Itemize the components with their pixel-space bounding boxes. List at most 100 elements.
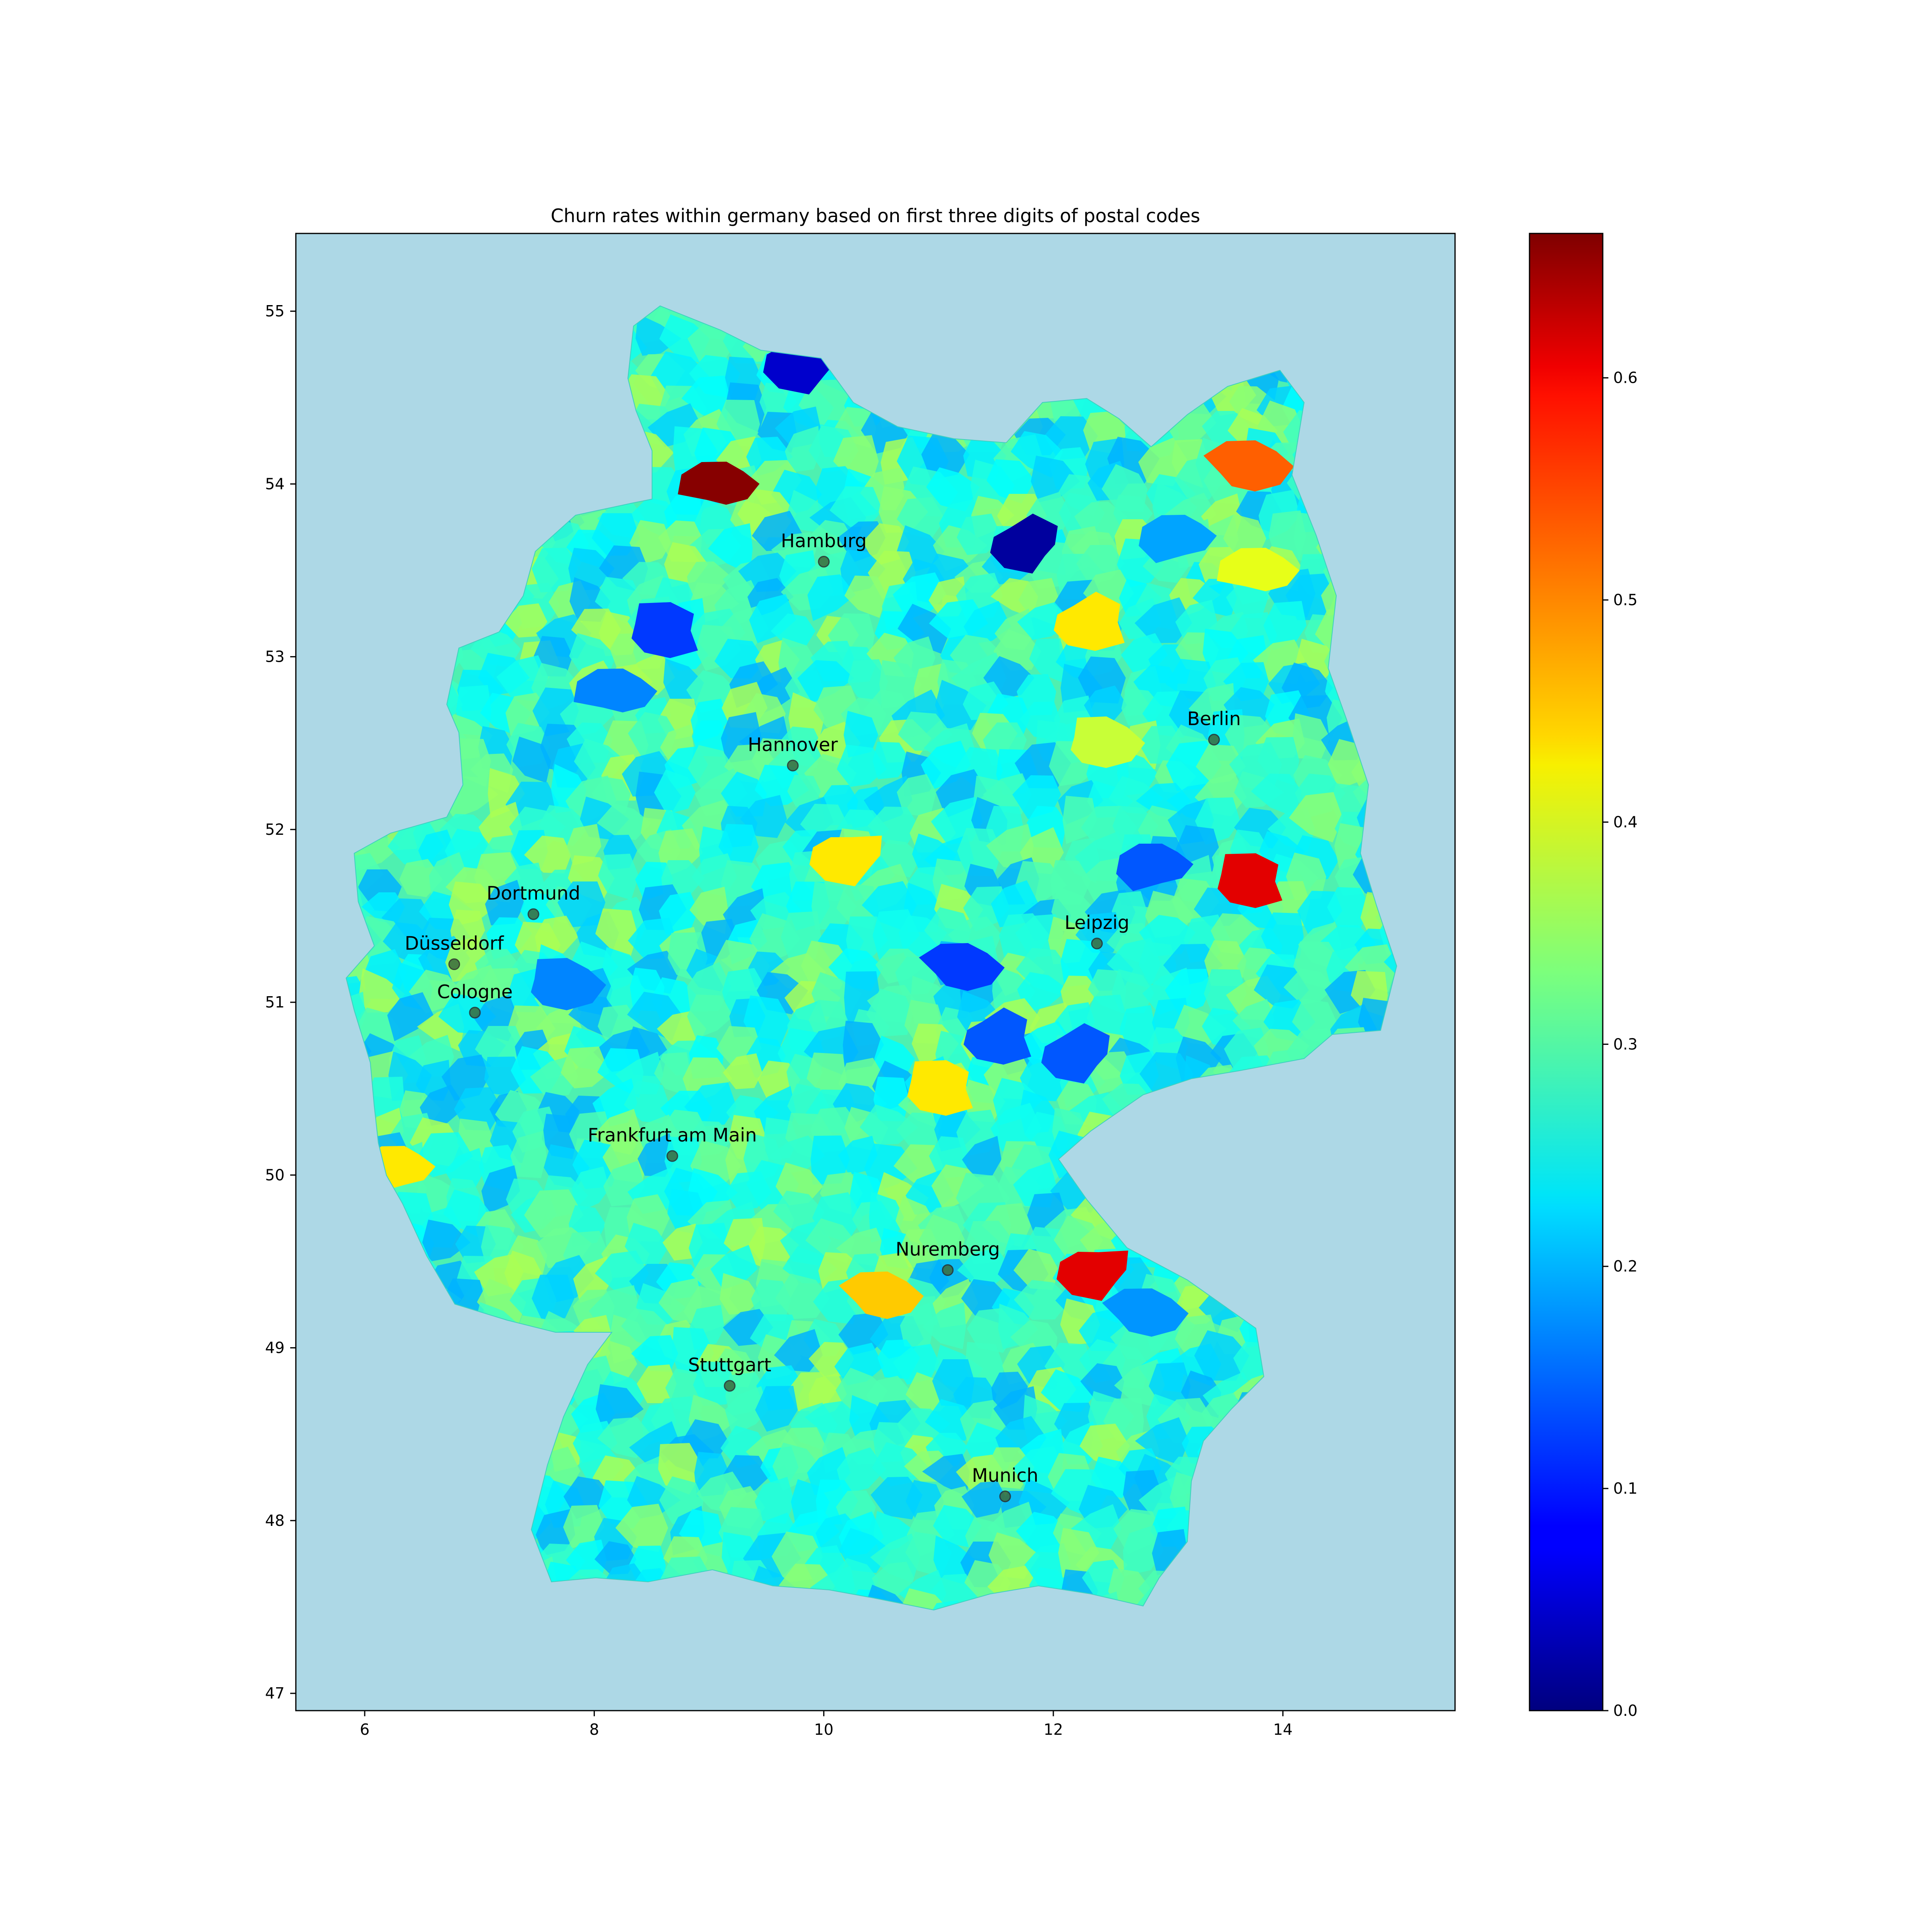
colorbar-tick-label: 0.4 [1613, 813, 1637, 831]
postal-region-patch [957, 514, 1002, 555]
postal-region-patch [1251, 774, 1302, 817]
postal-region-patch [710, 1245, 758, 1290]
colorbar: 0.0 0.1 0.2 0.3 0.4 0.5 0.6 [1529, 233, 1637, 1719]
postal-region-patch [654, 770, 696, 814]
postal-region-patch [869, 1192, 904, 1243]
postal-region-patch [1164, 400, 1216, 443]
postal-region-patch [597, 803, 651, 840]
postal-region-patch [871, 1477, 923, 1519]
postal-region-patch [964, 1080, 1005, 1122]
postal-region-patch [1123, 1525, 1164, 1576]
postal-region-patch [723, 1053, 762, 1089]
postal-region-patch [1135, 597, 1192, 643]
postal-region-patch [720, 1273, 761, 1315]
postal-region-patch [837, 1447, 886, 1494]
germany-outline [345, 305, 1397, 1611]
postal-region-patch [755, 1477, 795, 1524]
highlight-region [1102, 1288, 1189, 1337]
city-label: Hamburg [781, 530, 867, 552]
postal-region-patch [387, 992, 433, 1041]
postal-region-patch [811, 1135, 850, 1185]
y-axis: 47 48 49 50 51 52 53 54 55 [265, 302, 296, 1702]
city-markers: Hamburg Hannover Berlin Dortmund Düsseldorf C… [405, 530, 1241, 1503]
colorbar-tick-label: 0.1 [1613, 1480, 1637, 1497]
postal-region-patch [1013, 1249, 1059, 1290]
postal-region-patch [925, 1399, 975, 1441]
city-marker [724, 1380, 736, 1392]
postal-region-patch [1080, 1424, 1130, 1468]
postal-region-patch [957, 1248, 1013, 1286]
postal-region-patch [1136, 783, 1191, 819]
postal-region-patch [687, 995, 733, 1039]
x-tick-label: 6 [360, 1721, 369, 1738]
colorbar-tick-label: 0.3 [1613, 1035, 1637, 1053]
postal-region-patch [1263, 601, 1307, 650]
colorbar-ticks: 0.0 0.1 0.2 0.3 0.4 0.5 0.6 [1603, 369, 1637, 1719]
postal-region-patch [755, 1386, 798, 1432]
city-marker [999, 1490, 1011, 1503]
colorbar-tick-label: 0.2 [1613, 1257, 1637, 1275]
postal-region-patch [922, 1302, 966, 1349]
y-tick-label: 52 [265, 821, 285, 838]
city-marker [469, 1007, 481, 1019]
highlight-region [1218, 853, 1282, 908]
postal-region-patch [1261, 912, 1304, 961]
postal-region-patch [1327, 887, 1370, 928]
y-tick-label: 54 [265, 475, 285, 493]
map-axes-frame [295, 233, 1456, 1711]
postal-region-patch [898, 1588, 954, 1610]
x-tick-label: 14 [1273, 1721, 1292, 1738]
highlight-region [809, 836, 882, 886]
postal-region-patch [485, 880, 524, 925]
postal-region-patch [1014, 1280, 1071, 1320]
postal-region-patch [624, 1080, 669, 1123]
postal-region-patch [557, 881, 605, 927]
postal-region-patch [922, 1454, 970, 1496]
postal-region-patch [1257, 737, 1299, 785]
postal-region-patch [532, 548, 578, 592]
postal-region-patch [1017, 972, 1068, 1013]
colorbar-tick-label: 0.6 [1613, 369, 1637, 387]
city-label: Frankfurt am Main [588, 1124, 757, 1146]
postal-region-patch [866, 989, 913, 1036]
y-tick-label: 48 [265, 1512, 285, 1530]
postal-region-patch [900, 1302, 934, 1348]
postal-region-patch [1139, 726, 1183, 764]
postal-region-patch [873, 1511, 919, 1552]
postal-region-patch [807, 574, 856, 621]
postal-region-patch [595, 908, 638, 956]
highlight-region [632, 602, 698, 658]
highlight-region [919, 943, 1005, 991]
x-tick-label: 10 [814, 1721, 834, 1738]
postal-region-patch [807, 1053, 846, 1096]
colorbar-tick-label: 0.0 [1613, 1702, 1637, 1719]
highlight-region [907, 1060, 973, 1116]
postal-region-patch [805, 1401, 860, 1436]
postal-region-patch [1289, 792, 1343, 842]
city-marker [1208, 734, 1220, 746]
postal-region-patch [785, 426, 820, 473]
postal-region-patch [524, 1189, 584, 1238]
postal-region-patch [631, 1335, 678, 1372]
postal-region-patch [775, 1274, 830, 1319]
postal-region-patch [1193, 579, 1237, 617]
postal-region-patch [893, 572, 946, 620]
postal-region-patch [893, 1344, 939, 1385]
postal-region-patch [504, 603, 547, 638]
city-marker [666, 1150, 678, 1162]
postal-region-patch [991, 1103, 1042, 1152]
highlight-region [839, 1271, 924, 1319]
postal-region-patch [532, 1275, 574, 1320]
postal-region-patch [751, 862, 801, 908]
chart-title: Churn rates within germany based on firs… [551, 205, 1200, 227]
postal-region-patch [787, 775, 821, 808]
postal-region-patch [896, 1113, 939, 1152]
postal-region-patch [797, 660, 854, 703]
highlight-region [678, 462, 760, 505]
highlight-region [1116, 844, 1193, 891]
postal-region-patch [1194, 1330, 1249, 1381]
postal-region-patch [1029, 638, 1066, 682]
city-marker [448, 958, 460, 970]
postal-region-patch [962, 1136, 1001, 1177]
